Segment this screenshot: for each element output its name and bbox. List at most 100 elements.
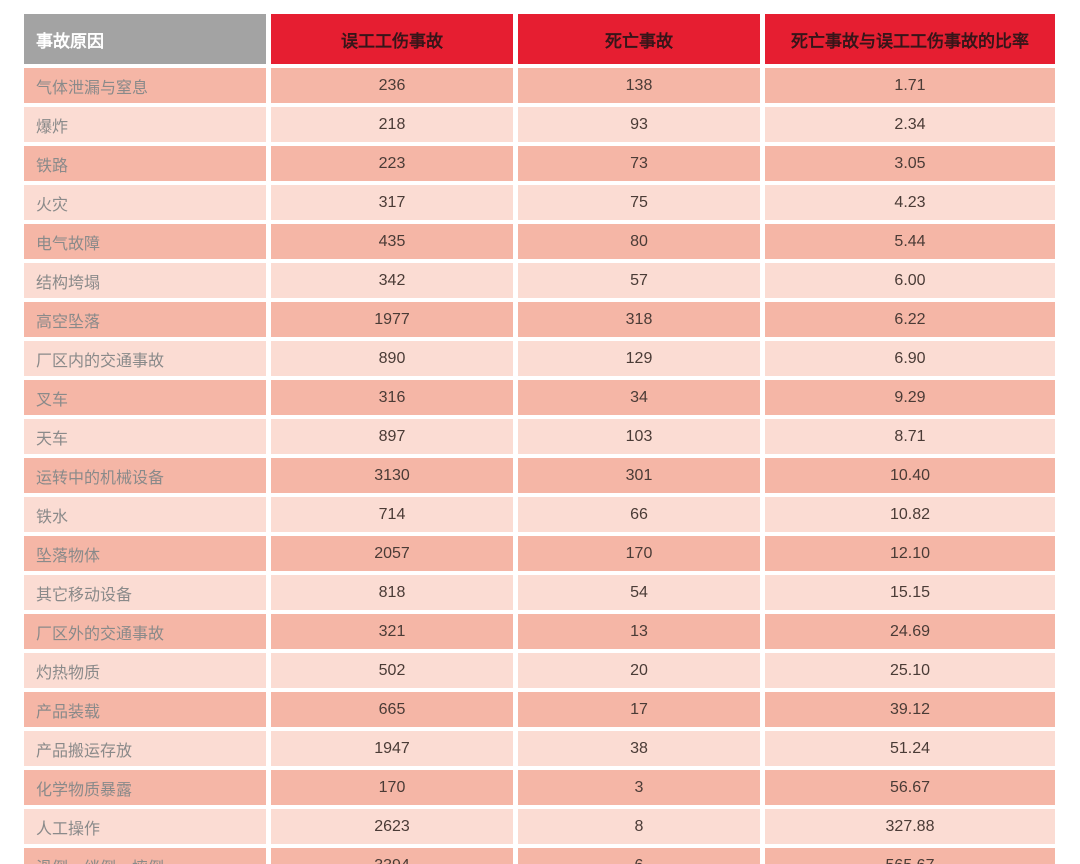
accident-cause-cell: 其它移动设备 [24, 575, 266, 610]
lost-time-injuries-cell: 3130 [271, 458, 513, 493]
table-row: 其它移动设备 818 54 15.15 [24, 575, 1055, 610]
ratio-cell: 39.12 [765, 692, 1055, 727]
fatal-accidents-cell: 301 [518, 458, 760, 493]
accident-cause-cell: 产品搬运存放 [24, 731, 266, 766]
fatal-accidents-cell: 57 [518, 263, 760, 298]
fatal-accidents-cell: 103 [518, 419, 760, 454]
ratio-cell: 56.67 [765, 770, 1055, 805]
lost-time-injuries-cell: 218 [271, 107, 513, 142]
ratio-cell: 3.05 [765, 146, 1055, 181]
accident-cause-cell: 天车 [24, 419, 266, 454]
fatal-accidents-cell: 75 [518, 185, 760, 220]
fatal-accidents-cell: 34 [518, 380, 760, 415]
header-row: 事故原因 误工工伤事故 死亡事故 死亡事故与误工工伤事故的比率 [24, 14, 1055, 64]
lost-time-injuries-cell: 1977 [271, 302, 513, 337]
lost-time-injuries-cell: 435 [271, 224, 513, 259]
table-row: 滑倒、绊倒、摔倒 3394 6 565.67 [24, 848, 1055, 864]
lost-time-injuries-cell: 3394 [271, 848, 513, 864]
lost-time-injuries-cell: 2623 [271, 809, 513, 844]
table-row: 厂区内的交通事故 890 129 6.90 [24, 341, 1055, 376]
table-row: 厂区外的交通事故 321 13 24.69 [24, 614, 1055, 649]
ratio-cell: 10.40 [765, 458, 1055, 493]
fatal-accidents-cell: 54 [518, 575, 760, 610]
ratio-cell: 25.10 [765, 653, 1055, 688]
table-row: 灼热物质 502 20 25.10 [24, 653, 1055, 688]
ratio-cell: 327.88 [765, 809, 1055, 844]
accident-cause-cell: 滑倒、绊倒、摔倒 [24, 848, 266, 864]
ratio-cell: 2.34 [765, 107, 1055, 142]
fatal-accidents-cell: 80 [518, 224, 760, 259]
table-row: 结构垮塌 342 57 6.00 [24, 263, 1055, 298]
accident-cause-cell: 产品装载 [24, 692, 266, 727]
accident-cause-cell: 火灾 [24, 185, 266, 220]
lost-time-injuries-cell: 321 [271, 614, 513, 649]
accident-cause-cell: 爆炸 [24, 107, 266, 142]
fatal-accidents-cell: 170 [518, 536, 760, 571]
ratio-cell: 4.23 [765, 185, 1055, 220]
table-row: 铁水 714 66 10.82 [24, 497, 1055, 532]
accident-cause-cell: 运转中的机械设备 [24, 458, 266, 493]
table-row: 天车 897 103 8.71 [24, 419, 1055, 454]
table-row: 运转中的机械设备 3130 301 10.40 [24, 458, 1055, 493]
fatal-accidents-cell: 13 [518, 614, 760, 649]
table-row: 人工操作 2623 8 327.88 [24, 809, 1055, 844]
lost-time-injuries-cell: 890 [271, 341, 513, 376]
ratio-cell: 9.29 [765, 380, 1055, 415]
fatal-accidents-cell: 93 [518, 107, 760, 142]
accident-cause-cell: 化学物质暴露 [24, 770, 266, 805]
ratio-cell: 12.10 [765, 536, 1055, 571]
table-row: 高空坠落 1977 318 6.22 [24, 302, 1055, 337]
table-row: 产品搬运存放 1947 38 51.24 [24, 731, 1055, 766]
accident-cause-cell: 结构垮塌 [24, 263, 266, 298]
column-header-fatal-accidents: 死亡事故 [518, 14, 760, 64]
column-header-lost-time-injuries: 误工工伤事故 [271, 14, 513, 64]
table-row: 爆炸 218 93 2.34 [24, 107, 1055, 142]
ratio-cell: 6.90 [765, 341, 1055, 376]
accident-cause-cell: 灼热物质 [24, 653, 266, 688]
fatal-accidents-cell: 17 [518, 692, 760, 727]
accident-cause-cell: 气体泄漏与窒息 [24, 68, 266, 103]
accident-cause-cell: 铁水 [24, 497, 266, 532]
fatal-accidents-cell: 38 [518, 731, 760, 766]
table-row: 气体泄漏与窒息 236 138 1.71 [24, 68, 1055, 103]
fatal-accidents-cell: 8 [518, 809, 760, 844]
table-row: 火灾 317 75 4.23 [24, 185, 1055, 220]
fatal-accidents-cell: 138 [518, 68, 760, 103]
ratio-cell: 1.71 [765, 68, 1055, 103]
lost-time-injuries-cell: 170 [271, 770, 513, 805]
table-row: 叉车 316 34 9.29 [24, 380, 1055, 415]
accident-cause-cell: 厂区外的交通事故 [24, 614, 266, 649]
accident-cause-cell: 高空坠落 [24, 302, 266, 337]
ratio-cell: 10.82 [765, 497, 1055, 532]
ratio-cell: 6.22 [765, 302, 1055, 337]
lost-time-injuries-cell: 342 [271, 263, 513, 298]
accident-cause-cell: 坠落物体 [24, 536, 266, 571]
accident-cause-cell: 铁路 [24, 146, 266, 181]
table-row: 坠落物体 2057 170 12.10 [24, 536, 1055, 571]
lost-time-injuries-cell: 1947 [271, 731, 513, 766]
accident-statistics-table: 事故原因 误工工伤事故 死亡事故 死亡事故与误工工伤事故的比率 气体泄漏与窒息 … [19, 10, 1060, 864]
ratio-cell: 51.24 [765, 731, 1055, 766]
table-row: 铁路 223 73 3.05 [24, 146, 1055, 181]
ratio-cell: 15.15 [765, 575, 1055, 610]
fatal-accidents-cell: 318 [518, 302, 760, 337]
ratio-cell: 6.00 [765, 263, 1055, 298]
lost-time-injuries-cell: 665 [271, 692, 513, 727]
accident-cause-cell: 厂区内的交通事故 [24, 341, 266, 376]
table-row: 化学物质暴露 170 3 56.67 [24, 770, 1055, 805]
accident-cause-cell: 电气故障 [24, 224, 266, 259]
ratio-cell: 8.71 [765, 419, 1055, 454]
ratio-cell: 565.67 [765, 848, 1055, 864]
column-header-accident-cause: 事故原因 [24, 14, 266, 64]
ratio-cell: 24.69 [765, 614, 1055, 649]
fatal-accidents-cell: 3 [518, 770, 760, 805]
accident-cause-cell: 人工操作 [24, 809, 266, 844]
accident-cause-cell: 叉车 [24, 380, 266, 415]
fatal-accidents-cell: 6 [518, 848, 760, 864]
table-body: 气体泄漏与窒息 236 138 1.71 爆炸 218 93 2.34 铁路 2… [24, 68, 1055, 864]
table-row: 产品装载 665 17 39.12 [24, 692, 1055, 727]
column-header-fatal-to-lost-time-ratio: 死亡事故与误工工伤事故的比率 [765, 14, 1055, 64]
lost-time-injuries-cell: 714 [271, 497, 513, 532]
lost-time-injuries-cell: 223 [271, 146, 513, 181]
